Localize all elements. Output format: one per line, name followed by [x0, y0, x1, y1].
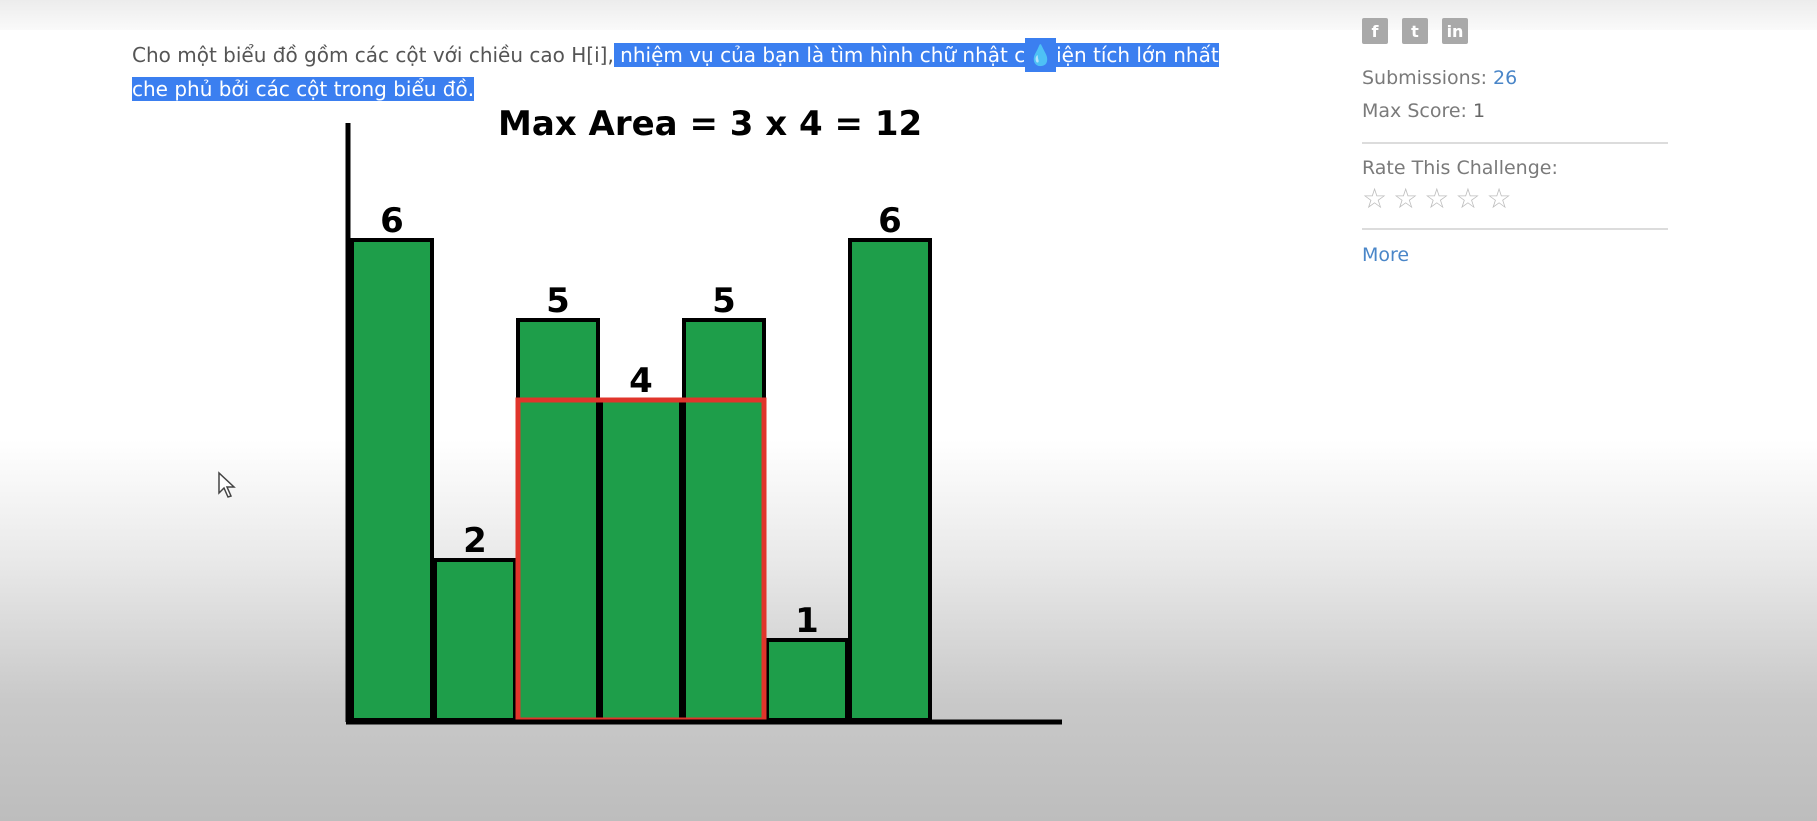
- bar-3: [516, 318, 600, 722]
- star-icon[interactable]: ☆: [1455, 182, 1481, 215]
- problem-statement: Cho một biểu đồ gồm các cột với chiều ca…: [132, 38, 1232, 106]
- bar-1: [350, 238, 434, 722]
- star-icon[interactable]: ☆: [1424, 182, 1450, 215]
- bar-label-6: 1: [795, 601, 819, 641]
- max-score-stat: Max Score: 1: [1362, 95, 1668, 128]
- social-share-bar: f t in: [1362, 18, 1668, 44]
- rating-stars: ☆ ☆ ☆ ☆ ☆: [1362, 184, 1668, 214]
- bar-6: [765, 638, 849, 722]
- problem-text-normal: Cho một biểu đồ gồm các cột với chiều ca…: [132, 43, 614, 67]
- star-icon[interactable]: ☆: [1486, 182, 1512, 215]
- divider: [1362, 228, 1668, 230]
- linkedin-icon[interactable]: in: [1442, 18, 1468, 44]
- bar-labels-group: 6 2 5 4 5 1 6: [380, 201, 902, 641]
- mouse-cursor-icon: [218, 471, 236, 498]
- facebook-icon[interactable]: f: [1362, 18, 1388, 44]
- star-icon[interactable]: ☆: [1393, 182, 1419, 215]
- more-link[interactable]: More: [1362, 244, 1410, 266]
- bar-4: [599, 398, 683, 722]
- challenge-sidebar: f t in Submissions: 26 Max Score: 1 Rate T…: [1362, 18, 1668, 272]
- max-score-value: 1: [1472, 100, 1486, 122]
- bar-label-5: 5: [712, 281, 736, 321]
- max-score-label: Max Score:: [1362, 100, 1467, 122]
- bar-label-4: 4: [629, 361, 653, 401]
- submissions-label: Submissions:: [1362, 67, 1487, 89]
- bar-label-3: 5: [546, 281, 570, 321]
- problem-text-selected-1: nhiệm vụ của bạn là tìm hình chữ nhật c: [613, 43, 1026, 67]
- top-bar: [0, 0, 1817, 30]
- bar-label-2: 2: [463, 521, 487, 561]
- bar-7: [848, 238, 932, 722]
- bars-group: [350, 238, 932, 722]
- bar-5: [682, 318, 766, 722]
- chart-title: Max Area = 3 x 4 = 12: [498, 104, 922, 144]
- submissions-stat: Submissions: 26: [1362, 62, 1668, 95]
- star-icon[interactable]: ☆: [1362, 182, 1388, 215]
- bar-label-7: 6: [878, 201, 902, 241]
- bar-label-1: 6: [380, 201, 404, 241]
- submissions-link[interactable]: 26: [1493, 67, 1518, 89]
- histogram-chart: Max Area = 3 x 4 = 12 6 2 5 4 5 1 6: [345, 104, 1062, 725]
- problem-text-selected-2: iện tích lớn nhất: [1056, 43, 1219, 67]
- twitter-icon[interactable]: t: [1402, 18, 1428, 44]
- drop-icon: 💧: [1025, 38, 1057, 72]
- rate-challenge-label: Rate This Challenge:: [1362, 157, 1558, 179]
- problem-text-selected-3: che phủ bởi các cột trong biểu đồ.: [132, 77, 475, 101]
- divider: [1362, 142, 1668, 144]
- bar-2: [433, 558, 517, 722]
